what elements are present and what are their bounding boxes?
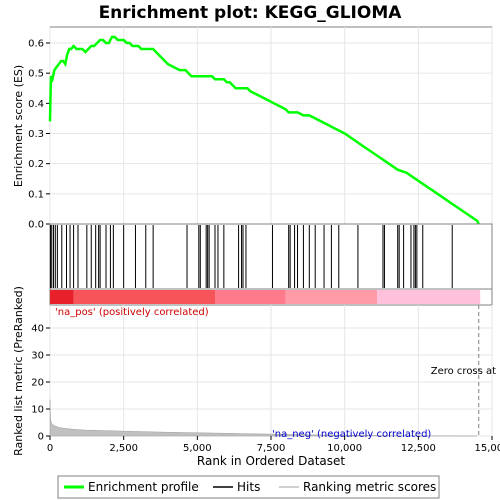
es-y-ticks: 0.0 0.1 0.2 0.3 0.4 0.5 0.6 [28,39,50,231]
hits-panel [49,223,493,290]
x-tick-label: 10,000 [327,443,362,454]
es-y-tick-label: 0.2 [28,159,44,170]
zero-cross-label: Zero cross at 1 [431,366,500,377]
rank-band-segment [377,290,481,304]
metric-y-tick-label: 20 [31,378,44,389]
es-y-tick-label: 0.1 [28,189,44,200]
rank-band-segment [73,290,216,304]
legend: Enrichment profile Hits Ranking metric sco… [64,480,436,494]
x-tick-label: 0 [47,443,53,454]
x-tick-label: 15,000 [475,443,500,454]
x-tick-label: 12,500 [401,443,436,454]
rank-color-band [50,290,481,304]
metric-y-tick-label: 40 [31,324,44,335]
legend-label: Ranking metric scores [303,480,436,494]
x-axis-label: Rank in Ordered Dataset [197,454,345,468]
x-tick-label: 2,500 [109,443,138,454]
x-tick-label: 7,500 [257,443,286,454]
enrichment-profile-line [48,35,480,225]
legend-label: Hits [237,480,260,494]
rank-band-segment [285,290,378,304]
es-y-axis-label: Enrichment score (ES) [12,65,25,187]
rank-band-segment [215,290,286,304]
hit-marks [50,225,453,288]
es-y-tick-label: 0.4 [28,99,44,110]
x-tick-label: 5,000 [183,443,212,454]
ranking-metric-area [49,399,478,437]
metric-y-tick-label: 30 [31,351,44,362]
es-y-tick-label: 0.6 [28,39,44,50]
es-y-tick-label: 0.0 [28,220,44,231]
x-ticks: 0 2,500 5,000 7,500 10,000 12,500 15,000 [47,436,500,454]
positive-correlation-label: 'na_pos' (positively correlated) [55,307,209,318]
legend-label: Enrichment profile [88,480,199,494]
negative-correlation-label: 'na_neg' (negatively correlated) [272,429,431,440]
legend-box [57,475,440,499]
rank-band-segment [50,290,74,304]
chart-title: Enrichment plot: KEGG_GLIOMA [99,3,403,23]
es-y-tick-label: 0.3 [28,129,44,140]
metric-y-ticks: 0 10 20 30 40 [31,324,50,443]
metric-y-tick-label: 0 [38,432,44,443]
metric-y-tick-label: 10 [31,405,44,416]
metric-y-axis-label: Ranked list metric (PreRanked) [12,286,25,456]
es-y-tick-label: 0.5 [28,69,44,80]
